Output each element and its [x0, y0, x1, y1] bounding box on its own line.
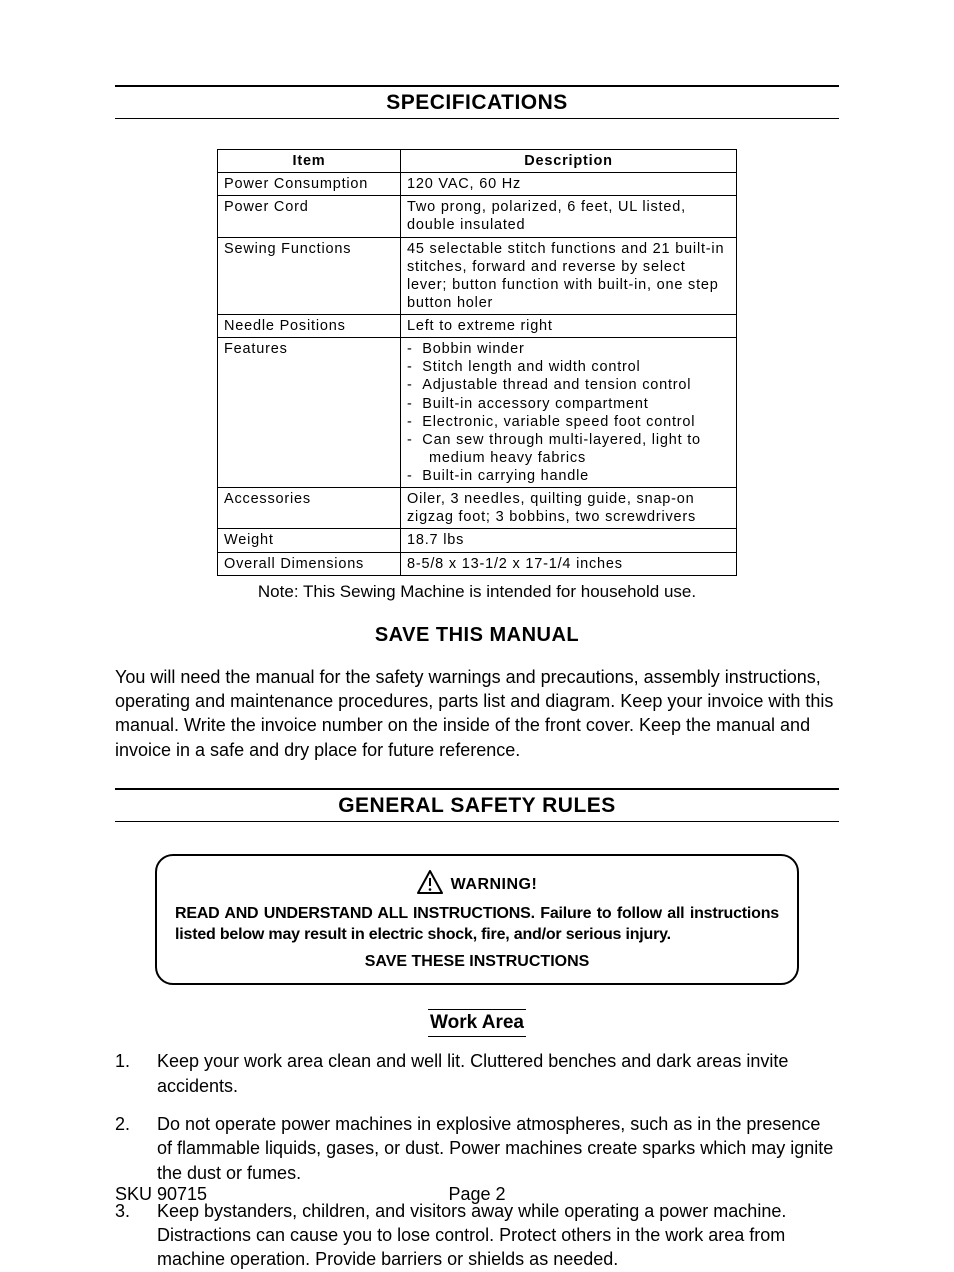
feature-item: Adjustable thread and tension control	[407, 376, 730, 394]
list-text: Keep your work area clean and well lit. …	[157, 1049, 839, 1098]
list-number: 1.	[115, 1049, 157, 1098]
spec-item-cell: Overall Dimensions	[218, 552, 401, 575]
feature-item: Can sew through multi-layered, light to	[407, 431, 730, 449]
table-row: Weight18.7 lbs	[218, 529, 737, 552]
spec-item-cell: Sewing Functions	[218, 237, 401, 315]
warning-text: READ AND UNDERSTAND ALL INSTRUCTIONS. Fa…	[175, 904, 779, 946]
specifications-heading: SPECIFICATIONS	[115, 85, 839, 119]
footer-page: Page 2	[115, 1184, 839, 1205]
warning-triangle-icon	[417, 870, 443, 894]
spec-desc-cell: 18.7 lbs	[401, 529, 737, 552]
spec-item-cell: Accessories	[218, 488, 401, 529]
warning-save: SAVE THESE INSTRUCTIONS	[175, 953, 779, 971]
spec-desc-cell: 8-5/8 x 13-1/2 x 17-1/4 inches	[401, 552, 737, 575]
general-safety-heading: GENERAL SAFETY RULES	[115, 788, 839, 822]
table-row: Overall Dimensions8-5/8 x 13-1/2 x 17-1/…	[218, 552, 737, 575]
list-item: 2.Do not operate power machines in explo…	[115, 1112, 839, 1185]
spec-desc-cell: Bobbin winderStitch length and width con…	[401, 338, 737, 488]
spec-table-note: Note: This Sewing Machine is intended fo…	[115, 582, 839, 602]
table-row: AccessoriesOiler, 3 needles, quilting gu…	[218, 488, 737, 529]
warning-label: WARNING!	[451, 876, 538, 893]
work-area-heading-wrap: Work Area	[115, 1009, 839, 1037]
feature-item: medium heavy fabrics	[407, 449, 730, 467]
spec-head-desc: Description	[401, 150, 737, 173]
list-text: Keep bystanders, children, and visitors …	[157, 1199, 839, 1272]
feature-item: Bobbin winder	[407, 340, 730, 358]
specifications-table: Item Description Power Consumption120 VA…	[217, 149, 737, 576]
manual-page: SPECIFICATIONS Item Description Power Co…	[0, 0, 954, 1235]
spec-head-item: Item	[218, 150, 401, 173]
spec-desc-cell: Oiler, 3 needles, quilting guide, snap-o…	[401, 488, 737, 529]
feature-item: Electronic, variable speed foot control	[407, 413, 730, 431]
table-row: Sewing Functions45 selectable stitch fun…	[218, 237, 737, 315]
feature-item: Stitch length and width control	[407, 358, 730, 376]
feature-list: Bobbin winderStitch length and width con…	[407, 340, 730, 485]
spec-item-cell: Needle Positions	[218, 315, 401, 338]
list-text: Do not operate power machines in explosi…	[157, 1112, 839, 1185]
feature-item: Built-in carrying handle	[407, 467, 730, 485]
table-row: Power Consumption120 VAC, 60 Hz	[218, 173, 737, 196]
list-number: 2.	[115, 1112, 157, 1185]
list-item: 3.Keep bystanders, children, and visitor…	[115, 1199, 839, 1272]
warning-box: WARNING! READ AND UNDERSTAND ALL INSTRUC…	[155, 854, 799, 986]
table-row: FeaturesBobbin winderStitch length and w…	[218, 338, 737, 488]
spec-item-cell: Features	[218, 338, 401, 488]
spec-item-cell: Power Cord	[218, 196, 401, 237]
list-item: 1.Keep your work area clean and well lit…	[115, 1049, 839, 1098]
spec-desc-cell: 120 VAC, 60 Hz	[401, 173, 737, 196]
list-number: 3.	[115, 1199, 157, 1272]
save-manual-heading: SAVE THIS MANUAL	[115, 624, 839, 647]
table-row: Power CordTwo prong, polarized, 6 feet, …	[218, 196, 737, 237]
work-area-list: 1.Keep your work area clean and well lit…	[115, 1049, 839, 1271]
spec-desc-cell: 45 selectable stitch functions and 21 bu…	[401, 237, 737, 315]
save-manual-text: You will need the manual for the safety …	[115, 665, 839, 762]
work-area-heading: Work Area	[428, 1009, 526, 1037]
feature-item: Built-in accessory compartment	[407, 395, 730, 413]
page-footer: SKU 90715 Page 2	[115, 1184, 839, 1205]
warning-header: WARNING!	[175, 870, 779, 894]
spec-item-cell: Weight	[218, 529, 401, 552]
table-row: Needle PositionsLeft to extreme right	[218, 315, 737, 338]
spec-desc-cell: Two prong, polarized, 6 feet, UL listed,…	[401, 196, 737, 237]
spec-desc-cell: Left to extreme right	[401, 315, 737, 338]
spec-item-cell: Power Consumption	[218, 173, 401, 196]
